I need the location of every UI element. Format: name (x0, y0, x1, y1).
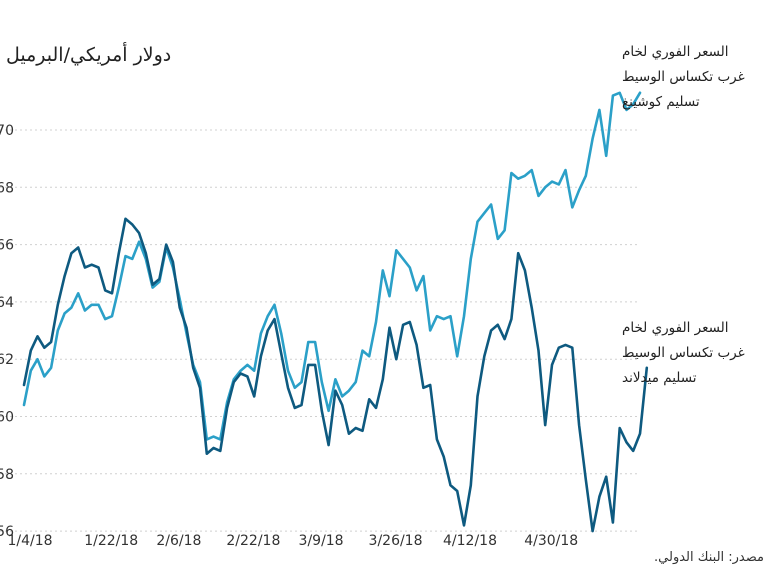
grid-lines (0, 129, 640, 532)
source-note: مصدر: البنك الدولي. (654, 550, 764, 565)
series-lines (22, 91, 649, 533)
y-tick-label: 58 (0, 467, 14, 483)
legend-line: السعر الفوري لخام (622, 44, 729, 60)
x-tick-label: 2/22/18 (226, 533, 280, 549)
legend-line: غرب تكساس الوسيط (622, 345, 745, 361)
y-tick-label: 56 (0, 524, 14, 540)
x-tick-label: 4/12/18 (443, 533, 497, 549)
x-axis-ticks: 1/4/18 1/22/18 2/6/18 2/22/18 3/9/18 3/26/18 4… (7, 533, 578, 549)
y-tick-label: 60 (0, 410, 14, 426)
legend-label-midland: السعر الفوري لخام غرب تكساس الوسيط تسليم… (622, 316, 762, 391)
legend-label-cushing: السعر الفوري لخام غرب تكساس الوسيط تسليم… (622, 40, 762, 115)
legend-line: السعر الفوري لخام (622, 320, 729, 336)
x-tick-label: 1/4/18 (7, 533, 52, 549)
legend-line: تسليم كوشينغ (622, 94, 700, 110)
series-line-cushing (22, 91, 642, 441)
legend-line: غرب تكساس الوسيط (622, 69, 745, 85)
x-tick-label: 4/30/18 (524, 533, 578, 549)
y-axis-title: دولار أمريكي/البرميل (6, 44, 172, 66)
series-line-midland (22, 217, 649, 533)
y-tick-label: 66 (0, 238, 14, 254)
x-tick-label: 3/9/18 (299, 533, 344, 549)
y-tick-label: 64 (0, 295, 14, 311)
y-tick-label: 62 (0, 352, 14, 368)
legend-line: تسليم ميدلاند (622, 370, 697, 386)
y-axis-ticks: 56 58 60 62 64 66 68 70 (0, 123, 14, 540)
y-tick-label: 68 (0, 180, 14, 196)
x-tick-label: 3/26/18 (369, 533, 423, 549)
x-tick-label: 1/22/18 (84, 533, 138, 549)
y-tick-label: 70 (0, 123, 14, 139)
x-tick-label: 2/6/18 (156, 533, 201, 549)
